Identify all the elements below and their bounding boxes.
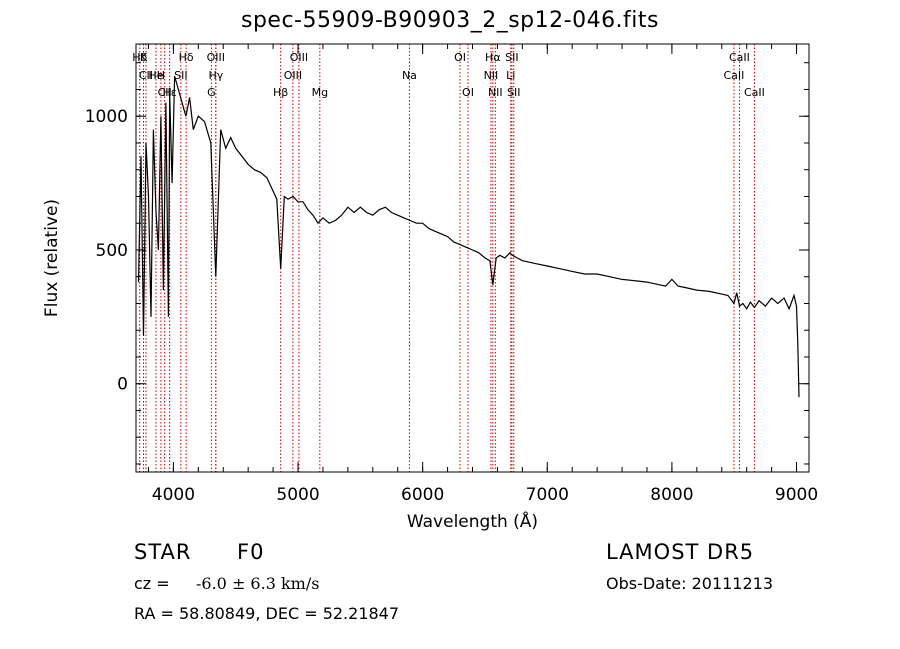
- line-label: He: [148, 69, 163, 82]
- coordinates: RA = 58.80849, DEC = 52.21847: [134, 604, 400, 623]
- y-tick-label: 0: [117, 375, 128, 395]
- line-label: G: [207, 86, 216, 99]
- cz-label: cz =: [134, 574, 170, 593]
- line-label: CII: [158, 86, 172, 99]
- line-label: Hα: [485, 51, 501, 64]
- cz-value: -6.0 ± 6.3 km/s: [196, 574, 320, 593]
- line-label: OIII: [290, 51, 308, 64]
- line-label: Hγ: [208, 69, 223, 82]
- line-label: Hδ: [179, 51, 194, 64]
- axis-ticks: 4000 5000 6000 7000 8000 9000 0 500 1000: [85, 44, 818, 505]
- x-axis-label: Wavelength (Å): [407, 510, 538, 532]
- line-label: OI: [462, 86, 474, 99]
- line-label: Mg: [312, 86, 328, 99]
- y-tick-label: 500: [96, 241, 128, 261]
- line-label: Hβ: [273, 86, 288, 99]
- line-label: SII: [507, 86, 520, 99]
- line-label: NII: [488, 86, 503, 99]
- survey-name: LAMOST DR5: [606, 540, 755, 564]
- x-tick-label: 9000: [775, 485, 818, 505]
- x-tick-label: 6000: [401, 485, 444, 505]
- line-label: H: [157, 69, 165, 82]
- y-axis-label: Flux (relative): [42, 199, 62, 317]
- x-tick-label: 4000: [152, 485, 195, 505]
- line-label: SII: [174, 69, 187, 82]
- line-label: CaII: [724, 69, 745, 82]
- line-label: OIII: [284, 69, 302, 82]
- spectral-subclass: F0: [237, 540, 265, 564]
- line-label: K: [140, 51, 148, 64]
- line-label: Hε: [163, 86, 177, 99]
- chart-title: spec-55909-B90903_2_sp12-046.fits: [241, 8, 659, 33]
- spectrum-series-line: [137, 75, 800, 398]
- y-tick-label: 1000: [85, 107, 128, 127]
- emission-line-markers: [139, 44, 755, 472]
- line-label: OIII: [207, 51, 225, 64]
- line-label: CaII: [729, 51, 750, 64]
- x-tick-label: 8000: [650, 485, 693, 505]
- object-class: STAR: [134, 540, 192, 564]
- line-label: CaII: [744, 86, 765, 99]
- x-tick-label: 7000: [526, 485, 569, 505]
- plot-frame: [135, 43, 810, 473]
- line-label: NII: [484, 69, 499, 82]
- line-label: Na: [402, 69, 417, 82]
- line-label: CII: [139, 69, 153, 82]
- line-label: SII: [505, 51, 518, 64]
- x-tick-label: 5000: [276, 485, 319, 505]
- line-label: Li: [506, 69, 515, 82]
- obs-date: Obs-Date: 20111213: [606, 574, 774, 593]
- line-label: OI: [454, 51, 466, 64]
- line-label: Hδ: [132, 51, 147, 64]
